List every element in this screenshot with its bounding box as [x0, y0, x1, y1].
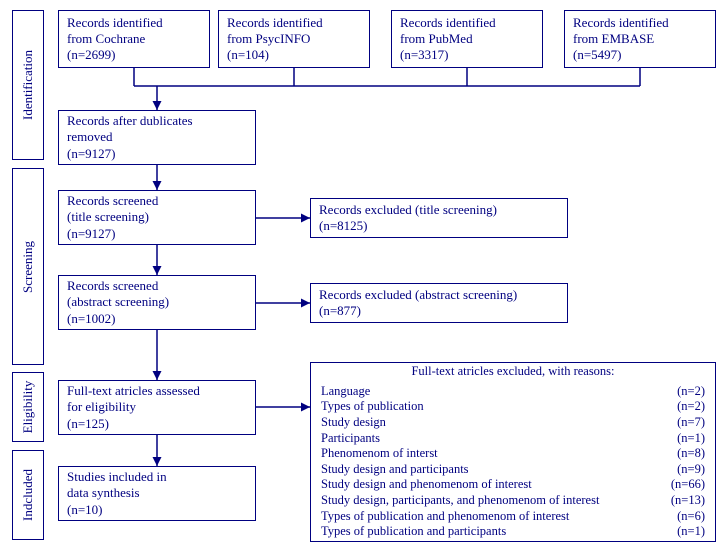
text-line: data synthesis — [67, 485, 247, 501]
text-line: Records identified — [227, 15, 361, 31]
prisma-flowchart: Identification Screening Eligibility Ind… — [0, 0, 728, 552]
reason-label: Types of publication and phenomenom of i… — [321, 509, 569, 525]
text-line: Studies included in — [67, 469, 247, 485]
abstract-excluded-box: Records excluded (abstract screening) (n… — [310, 283, 568, 323]
text-line: (n=8125) — [319, 218, 559, 234]
reason-label: Study design and participants — [321, 462, 469, 478]
text-line: (n=9127) — [67, 146, 247, 162]
abstract-screen-box: Records screened (abstract screening) (n… — [58, 275, 256, 330]
reason-row: Types of publication (n=2) — [321, 399, 705, 415]
text-line: (n=1002) — [67, 311, 247, 327]
text-line: from PsycINFO — [227, 31, 361, 47]
source-embase: Records identified from EMBASE (n=5497) — [564, 10, 716, 68]
source-cochrane: Records identified from Cochrane (n=2699… — [58, 10, 210, 68]
reason-count: (n=2) — [677, 384, 705, 400]
source-pubmed: Records identified from PubMed (n=3317) — [391, 10, 543, 68]
reasons-title: Full-text atricles excluded, with reason… — [321, 364, 705, 380]
reason-label: Phenomenom of interst — [321, 446, 438, 462]
title-excluded-box: Records excluded (title screening) (n=81… — [310, 198, 568, 238]
reason-row: Phenomenom of interst (n=8) — [321, 446, 705, 462]
reason-label: Types of publication — [321, 399, 424, 415]
text-line: (n=2699) — [67, 47, 201, 63]
stage-screening-label: Screening — [20, 241, 36, 293]
reason-row: Study design and participants (n=9) — [321, 462, 705, 478]
reason-count: (n=6) — [677, 509, 705, 525]
text-line: (n=877) — [319, 303, 559, 319]
text-line: from EMBASE — [573, 31, 707, 47]
reason-count: (n=9) — [677, 462, 705, 478]
reason-count: (n=1) — [677, 524, 705, 540]
title-screen-box: Records screened (title screening) (n=91… — [58, 190, 256, 245]
stage-eligibility-label: Eligibility — [20, 381, 36, 434]
text-line: (n=3317) — [400, 47, 534, 63]
reason-count: (n=7) — [677, 415, 705, 431]
reason-label: Study design and phenomenom of interest — [321, 477, 532, 493]
reason-count: (n=8) — [677, 446, 705, 462]
text-line: Records after dublicates — [67, 113, 247, 129]
reason-count: (n=13) — [671, 493, 705, 509]
dedup-box: Records after dublicates removed (n=9127… — [58, 110, 256, 165]
stage-eligibility: Eligibility — [12, 372, 44, 442]
text-line: Records excluded (title screening) — [319, 202, 559, 218]
reason-row: Study design and phenomenom of interest (… — [321, 477, 705, 493]
stage-included: Indcluded — [12, 450, 44, 540]
text-line: (n=5497) — [573, 47, 707, 63]
reason-row: Participants (n=1) — [321, 431, 705, 447]
text-line: (title screening) — [67, 209, 247, 225]
reason-label: Participants — [321, 431, 380, 447]
exclusion-reasons-box: Full-text atricles excluded, with reason… — [310, 362, 716, 542]
reason-label: Study design — [321, 415, 386, 431]
stage-screening: Screening — [12, 168, 44, 365]
reason-row: Language (n=2) — [321, 384, 705, 400]
reason-row: Types of publication and participants (n=… — [321, 524, 705, 540]
stage-identification: Identification — [12, 10, 44, 160]
reason-label: Types of publication and participants — [321, 524, 506, 540]
text-line: Records identified — [573, 15, 707, 31]
text-line: Records screened — [67, 278, 247, 294]
stage-identification-label: Identification — [20, 50, 36, 120]
reason-count: (n=1) — [677, 431, 705, 447]
text-line: Records screened — [67, 193, 247, 209]
text-line: Records excluded (abstract screening) — [319, 287, 559, 303]
text-line: (n=9127) — [67, 226, 247, 242]
text-line: (n=104) — [227, 47, 361, 63]
included-box: Studies included in data synthesis (n=10… — [58, 466, 256, 521]
text-line: from PubMed — [400, 31, 534, 47]
text-line: Full-text atricles assessed — [67, 383, 247, 399]
text-line: (n=10) — [67, 502, 247, 518]
text-line: Records identified — [67, 15, 201, 31]
reason-count: (n=66) — [671, 477, 705, 493]
text-line: from Cochrane — [67, 31, 201, 47]
text-line: (abstract screening) — [67, 294, 247, 310]
text-line: (n=125) — [67, 416, 247, 432]
reason-label: Study design, participants, and phenomen… — [321, 493, 599, 509]
reason-row: Study design, participants, and phenomen… — [321, 493, 705, 509]
stage-included-label: Indcluded — [20, 469, 36, 521]
reason-row: Study design (n=7) — [321, 415, 705, 431]
reason-row: Types of publication and phenomenom of i… — [321, 509, 705, 525]
text-line: removed — [67, 129, 247, 145]
text-line: for eligibility — [67, 399, 247, 415]
eligibility-box: Full-text atricles assessed for eligibil… — [58, 380, 256, 435]
reason-count: (n=2) — [677, 399, 705, 415]
text-line: Records identified — [400, 15, 534, 31]
reason-label: Language — [321, 384, 370, 400]
source-psycinfo: Records identified from PsycINFO (n=104) — [218, 10, 370, 68]
